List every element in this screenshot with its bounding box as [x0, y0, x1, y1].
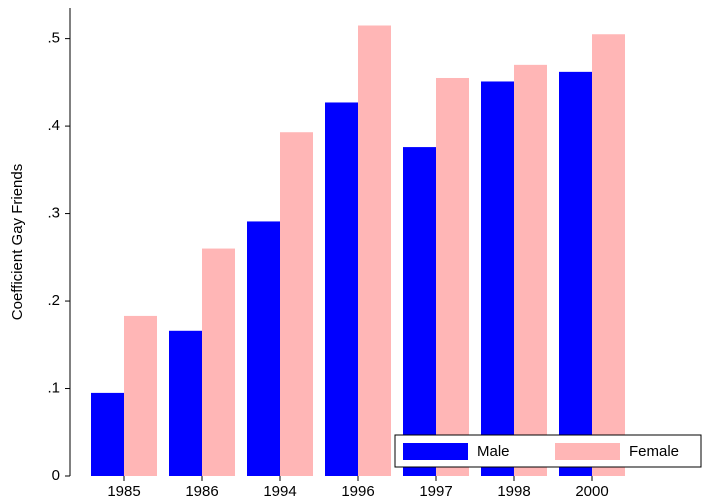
x-tick-label: 2000 — [575, 483, 608, 500]
y-tick-label: .5 — [47, 30, 60, 47]
y-tick-label: .1 — [47, 379, 60, 396]
y-tick-label: .2 — [47, 292, 60, 309]
bar — [358, 25, 391, 476]
x-tick-label: 1998 — [497, 483, 530, 500]
bar — [514, 64, 547, 477]
bar — [91, 392, 124, 476]
bar — [592, 34, 625, 477]
legend-swatch — [555, 443, 620, 460]
bar — [559, 71, 592, 476]
bar — [280, 132, 313, 476]
bar — [325, 102, 358, 477]
bar — [247, 221, 280, 476]
bar — [481, 81, 514, 476]
legend-swatch — [403, 443, 468, 460]
x-tick-label: 1994 — [263, 483, 296, 500]
bar — [436, 77, 469, 476]
legend-label: Female — [629, 443, 679, 460]
y-tick-label: 0 — [52, 467, 60, 484]
y-tick-label: .4 — [47, 117, 60, 134]
legend-label: Male — [477, 443, 510, 460]
bar — [124, 315, 157, 476]
x-tick-label: 1996 — [341, 483, 374, 500]
y-axis-label: Coefficient Gay Friends — [9, 164, 26, 320]
bar — [169, 330, 202, 476]
x-tick-label: 1985 — [107, 483, 140, 500]
bar — [403, 147, 436, 477]
bar — [202, 248, 235, 476]
y-tick-label: .3 — [47, 205, 60, 222]
x-tick-label: 1997 — [419, 483, 452, 500]
x-tick-label: 1986 — [185, 483, 218, 500]
